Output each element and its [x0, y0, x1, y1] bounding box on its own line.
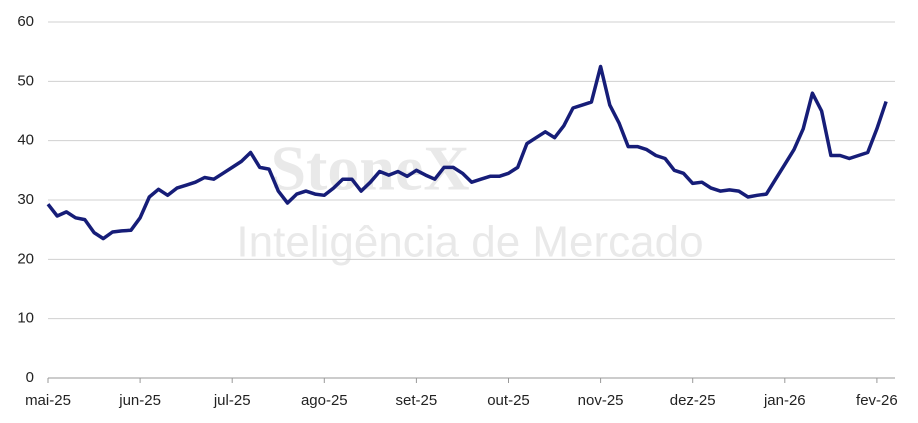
y-tick-label: 0: [26, 369, 34, 386]
y-tick-label: 60: [17, 13, 34, 30]
x-tick-label: fev-26: [856, 392, 898, 409]
y-tick-label: 30: [17, 191, 34, 208]
x-tick-label: nov-25: [578, 392, 624, 409]
x-tick-label: jan-26: [763, 392, 806, 409]
x-tick-label: mai-25: [25, 392, 71, 409]
x-tick-label: set-25: [396, 392, 438, 409]
line-series: [46, 64, 888, 241]
y-tick-label: 10: [17, 310, 34, 327]
x-tick-label: out-25: [487, 392, 530, 409]
watermark-tagline: Inteligência de Mercado: [236, 218, 703, 267]
y-tick-label: 50: [17, 72, 34, 89]
y-tick-label: 20: [17, 250, 34, 267]
x-tick-label: dez-25: [670, 392, 716, 409]
x-tick-label: ago-25: [301, 392, 348, 409]
y-tick-label: 40: [17, 132, 34, 149]
x-tick-label: jun-25: [118, 392, 161, 409]
x-tick-label: jul-25: [213, 392, 251, 409]
